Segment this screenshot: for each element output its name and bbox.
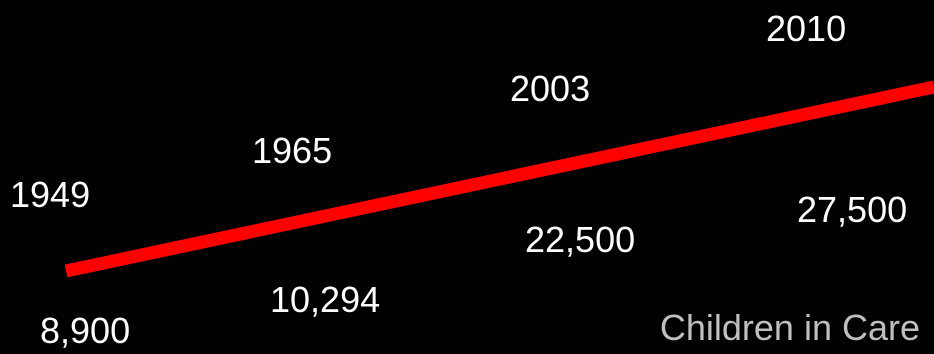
value-label-1949: 8,900 [40,310,130,351]
year-label-2003: 2003 [510,68,590,109]
series-line [64,80,934,278]
value-label-1965: 10,294 [270,279,380,320]
year-label-1949: 1949 [10,174,90,215]
value-label-2003: 22,500 [525,219,635,260]
year-label-2010: 2010 [766,8,846,49]
chart-caption: Children in Care [660,307,920,348]
label-layer: 1949 8,900 1965 10,294 2003 22,500 2010 27,500 [10,8,907,351]
year-label-1965: 1965 [252,130,332,171]
value-label-2010: 27,500 [797,189,907,230]
